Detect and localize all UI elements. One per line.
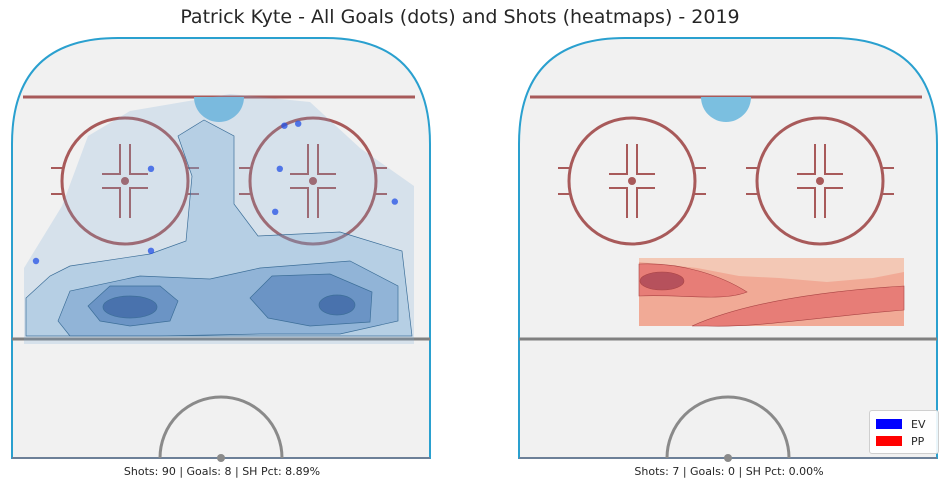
center-dot [217,454,225,462]
legend-label-ev: EV [911,418,925,431]
goal-dot-6 [272,209,278,215]
legend-item-pp: PP [876,434,924,448]
goal-dot-7 [148,248,154,254]
goal-dot-3 [148,166,154,172]
legend-swatch-ev [876,419,902,429]
faceoff-dot-left [628,177,636,185]
center-dot [724,454,732,462]
legend: EV PP [869,410,939,454]
legend-label-pp: PP [911,435,924,448]
goal-dot-4 [277,166,283,172]
legend-item-ev: EV [876,417,925,431]
goal-dot-2 [295,121,301,127]
faceoff-dot-right [816,177,824,185]
goal-dot-1 [281,123,287,129]
goal-dot-8 [33,258,39,264]
rink-ev [10,36,434,464]
legend-swatch-pp [876,436,902,446]
rink-pp [517,36,941,464]
shot-heatmap-pp [639,258,904,326]
panel-caption-pp: Shots: 7 | Goals: 0 | SH Pct: 0.00% [519,465,939,478]
panel-caption-ev: Shots: 90 | Goals: 8 | SH Pct: 8.89% [12,465,432,478]
goal-dot-5 [392,198,398,204]
chart-title: Patrick Kyte - All Goals (dots) and Shot… [0,6,920,28]
